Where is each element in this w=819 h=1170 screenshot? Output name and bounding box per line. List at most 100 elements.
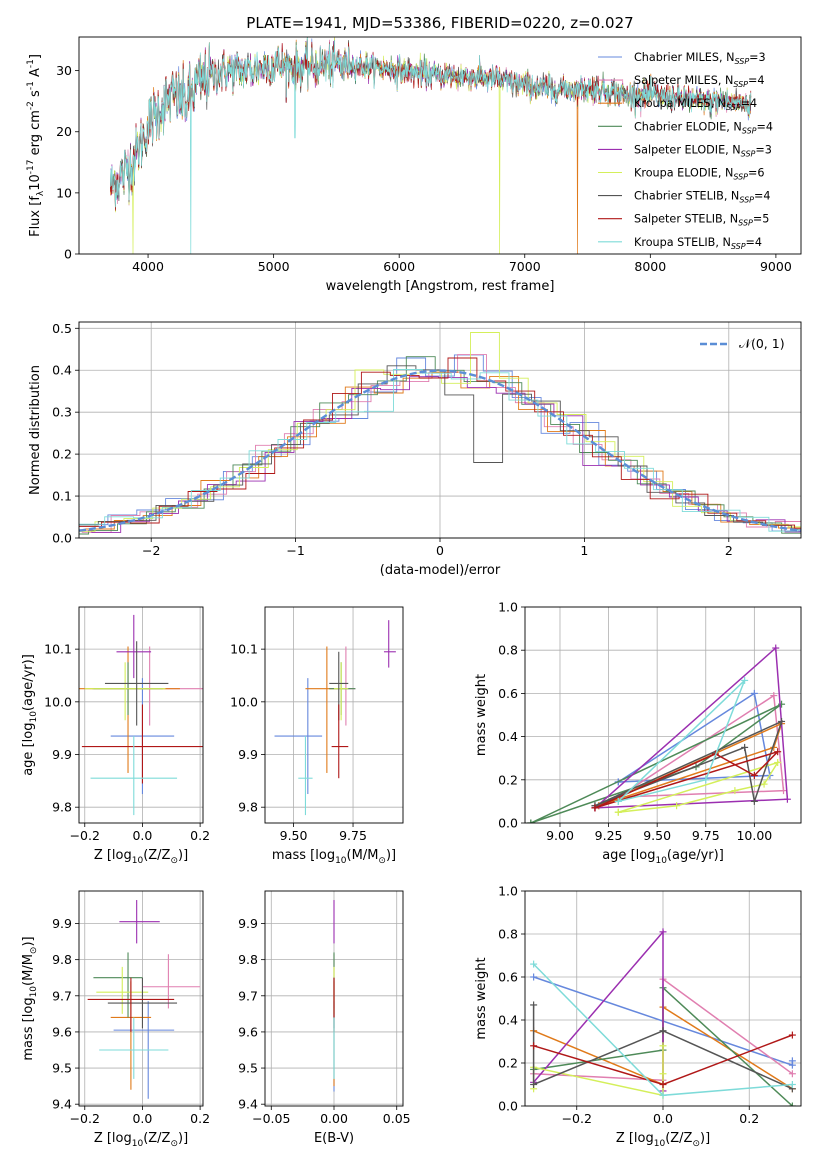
- x-tick-label: 0.0: [132, 1111, 152, 1126]
- label-part: (Z/Z: [143, 1131, 170, 1146]
- x-tick-label: 9.50: [280, 828, 308, 843]
- y-tick-label: 9.6: [238, 1024, 258, 1039]
- axes: −2 −1 0 1 2 0.0 0.1 0.2 0.3 0.4 0.5 (data-model)/er…: [28, 321, 802, 578]
- weight-marker-chabrier-elodie: [778, 700, 786, 708]
- x-tick-label: 5000: [258, 259, 290, 274]
- label-part: -1: [26, 81, 36, 90]
- legend-entry: Chabrier STELIB, NSSP=4: [634, 190, 771, 205]
- legend-sub: SSP: [726, 103, 741, 112]
- label-part: -1: [26, 59, 36, 68]
- x-tick-label: 0.00: [320, 1111, 348, 1126]
- x-tick-label: 8000: [634, 259, 666, 274]
- weight-marker-kroupa-stelib: [741, 676, 749, 684]
- legend-entry: Kroupa MILES, NSSP=4: [634, 97, 757, 112]
- label-part: ⊙: [692, 1139, 700, 1149]
- y-tick-label: 9.7: [238, 988, 258, 1003]
- x-tick-label: 9.25: [595, 828, 623, 843]
- label-part: ⊙: [29, 947, 39, 955]
- legend-text: Chabrier MILES, N: [634, 51, 734, 64]
- x-axis-label: (data-model)/error: [380, 563, 501, 578]
- legend-text: Salpeter STELIB, N: [634, 213, 738, 226]
- x-axis-label: Z [log10(Z/Z⊙)]: [94, 848, 188, 866]
- y-tick-label: 0.2: [498, 1056, 518, 1071]
- label-part: age [log: [602, 848, 655, 863]
- y-tick-label: 9.9: [52, 747, 72, 762]
- legend-text: Kroupa ELODIE, N: [634, 167, 733, 180]
- panel-weight_vs_Z: −0.2 0.0 0.2 0.0 0.2 0.4 0.6 0.8 1.0 Z [log10(Z/Z…: [474, 884, 802, 1149]
- y-axis-label: mass weight: [474, 957, 489, 1039]
- weight-marker-kroupa-elodie: [673, 802, 681, 810]
- weight-marker-salpeter-stelib: [530, 1042, 538, 1050]
- panel-residuals: −2 −1 0 1 2 0.0 0.1 0.2 0.3 0.4 0.5 (data-model)/er…: [28, 321, 802, 578]
- label-part: -2: [26, 101, 36, 110]
- label-part: 10: [28, 174, 43, 191]
- x-tick-label: 6000: [383, 259, 415, 274]
- label-part: (M/M: [21, 954, 36, 986]
- label-part: Z [log: [94, 1131, 132, 1146]
- y-tick-label: 0.8: [498, 927, 518, 942]
- x-tick-label: 0: [436, 543, 444, 558]
- label-part: mass weight: [474, 957, 489, 1039]
- plot-area: [79, 332, 801, 537]
- axes: −0.2 0.0 0.29.89.910.010.1Z [log10(Z/Z⊙)]a…: [21, 606, 210, 866]
- hist-kroupa-stelib: [79, 369, 801, 532]
- weight-marker-salpeter-stelib: [750, 771, 758, 779]
- y-axis-label: Normed distribution: [28, 365, 43, 495]
- legend-text: Chabrier ELODIE, N: [634, 120, 742, 133]
- axes-frame: [78, 606, 204, 824]
- legend-entry: Kroupa ELODIE, NSSP=6: [634, 167, 765, 182]
- hist-salpeter-stelib: [79, 357, 801, 529]
- figure-title: PLATE=1941, MJD=53386, FIBERID=0220, z=0…: [246, 14, 633, 32]
- panel-spectrum: 4000 5000 6000 7000 8000 9000 0 10 20 30 wavelengt…: [26, 36, 802, 294]
- plot-area: [110, 37, 752, 254]
- y-tick-label: 0.2: [498, 772, 518, 787]
- label-part: 10: [29, 711, 39, 723]
- weight-marker-salpeter-miles: [788, 1070, 796, 1078]
- label-part: ⊙: [378, 856, 386, 866]
- weight-marker-salpeter-miles: [770, 692, 778, 700]
- legend-entry: Chabrier ELODIE, NSSP=4: [634, 120, 773, 135]
- x-axis-label: E(B-V): [314, 1131, 354, 1146]
- label-part: erg cm: [28, 110, 43, 159]
- legend-count: =3: [755, 143, 772, 156]
- label-part: Z [log: [616, 1131, 654, 1146]
- y-tick-label: 0.2: [52, 447, 72, 462]
- label-part: 10: [654, 1139, 666, 1149]
- x-tick-label: 0.05: [383, 1111, 411, 1126]
- grid-lines: [265, 607, 403, 823]
- y-tick-label: 9.8: [238, 952, 258, 967]
- weight-marker-kroupa-stelib: [788, 1081, 796, 1088]
- y-axis-label: mass weight: [474, 674, 489, 756]
- y-tick-label: 0.0: [498, 816, 518, 831]
- label-part: (Z/Z: [143, 848, 170, 863]
- weight-marker-chabrier-miles: [530, 973, 538, 981]
- y-tick-label: 0.4: [498, 1013, 518, 1028]
- weight-marker-salpeter-elodie: [659, 928, 667, 936]
- label-part: 10: [132, 856, 144, 866]
- legend-count: =4: [741, 97, 758, 110]
- x-tick-label: 0.2: [190, 1111, 210, 1126]
- x-tick-label: 9000: [760, 259, 792, 274]
- label-part: )]: [21, 936, 36, 946]
- legend-count: =4: [756, 120, 773, 133]
- x-tick-label: 0.0: [653, 1111, 673, 1126]
- x-tick-label: 9.50: [643, 828, 671, 843]
- label-part: ⊙: [170, 856, 178, 866]
- y-tick-label: 0.4: [498, 729, 518, 744]
- weight-marker-kroupa-stelib: [614, 797, 622, 805]
- x-axis-label: Z [log10(Z/Z⊙)]: [94, 1131, 188, 1149]
- y-tick-label: 10.1: [44, 642, 72, 657]
- grid-lines: [79, 607, 203, 823]
- weight-marker-salpeter-elodie: [772, 644, 780, 652]
- label-part: mass [log: [272, 848, 335, 863]
- weight-marker-chabrier-stelib: [659, 1027, 667, 1035]
- legend-text: Kroupa STELIB, N: [634, 236, 731, 249]
- weight-line-kroupa-stelib: [617, 679, 746, 803]
- panel-mass_vs_Z: −0.2 0.0 0.29.49.59.69.79.89.9Z [log10(Z/Z…: [21, 890, 210, 1149]
- label-part: wavelength [Angstrom, rest frame]: [326, 279, 555, 294]
- axes: −0.2 0.0 0.2 0.0 0.2 0.4 0.6 0.8 1.0 Z [log10(Z/Z…: [474, 884, 802, 1149]
- x-tick-label: 9.75: [339, 828, 367, 843]
- label-part: mass weight: [474, 674, 489, 756]
- y-tick-label: 10.0: [44, 694, 72, 709]
